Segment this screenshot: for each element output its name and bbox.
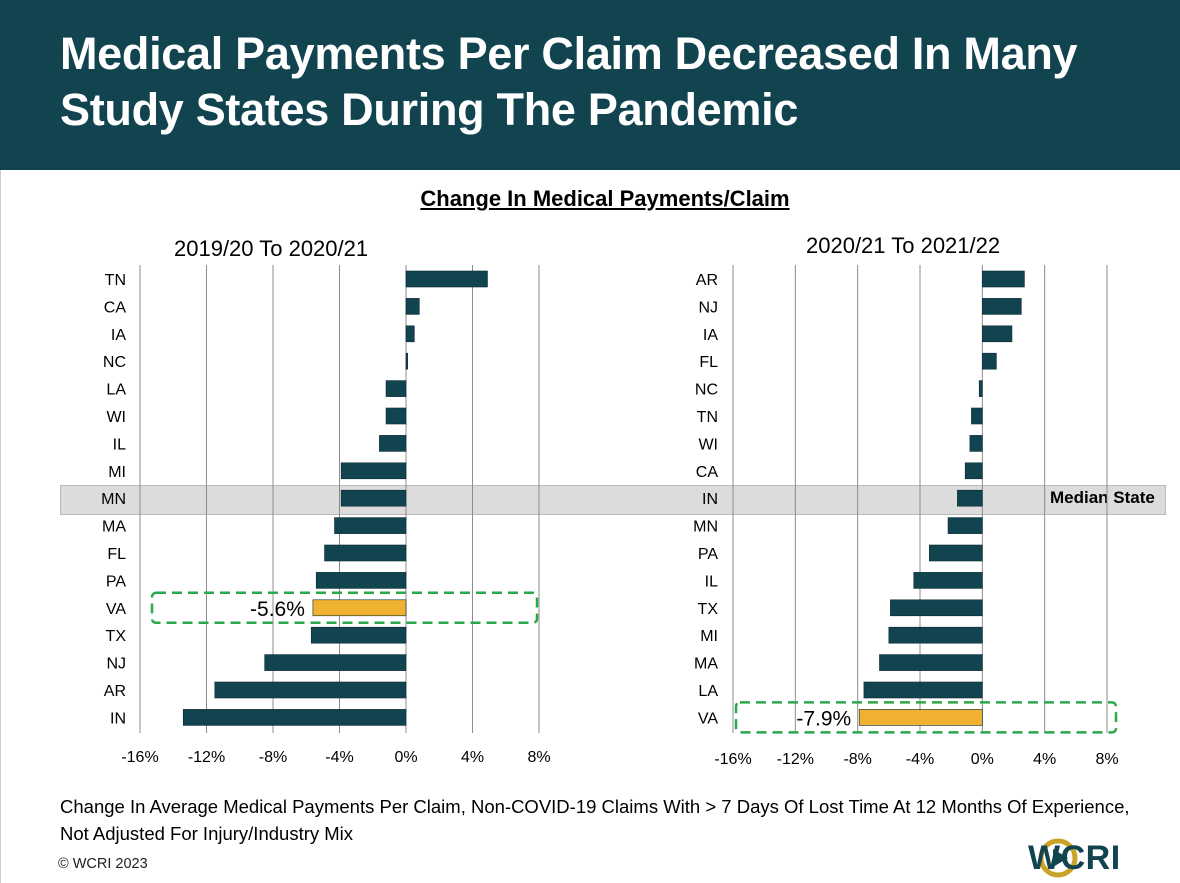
state-label: NJ xyxy=(106,656,126,673)
left-border xyxy=(0,170,1,883)
bar xyxy=(324,544,407,562)
state-label: AR xyxy=(104,683,126,700)
bar xyxy=(982,325,1013,343)
bar xyxy=(214,681,407,699)
state-label: MA xyxy=(694,656,718,673)
median-state-label: Median State xyxy=(1050,488,1155,507)
state-label: FL xyxy=(107,546,126,563)
page-title: Medical Payments Per Claim Decreased In … xyxy=(60,28,1078,135)
state-label: PA xyxy=(698,546,718,563)
x-tick-label: -16% xyxy=(714,751,751,768)
x-tick-label: 4% xyxy=(461,749,484,766)
footnote: Change In Average Medical Payments Per C… xyxy=(60,796,1130,844)
state-label: IA xyxy=(703,327,718,344)
state-label: IN xyxy=(702,491,718,508)
wcri-logo-text: WCRI xyxy=(1028,839,1121,877)
bar xyxy=(182,709,407,726)
bar xyxy=(863,681,983,699)
bar xyxy=(405,325,415,343)
state-label: TN xyxy=(105,272,126,289)
bar xyxy=(947,517,983,534)
bar xyxy=(982,298,1022,315)
state-label: TN xyxy=(697,409,718,426)
state-label: TX xyxy=(106,628,127,645)
bar xyxy=(264,654,407,671)
state-label: IA xyxy=(111,327,126,344)
bar xyxy=(405,298,420,315)
state-label: MI xyxy=(108,464,126,481)
bar xyxy=(315,572,407,589)
x-tick-label: -16% xyxy=(121,749,158,766)
state-label: IL xyxy=(705,573,718,590)
bar xyxy=(405,352,408,370)
highlight-value-label: -7.9% xyxy=(796,707,851,730)
x-tick-label: 8% xyxy=(1095,751,1118,768)
bar xyxy=(888,626,983,644)
state-label: VA xyxy=(698,710,718,727)
state-label: IN xyxy=(110,710,126,727)
state-label: CA xyxy=(104,299,127,316)
copyright: © WCRI 2023 xyxy=(58,856,148,872)
bar xyxy=(340,489,407,507)
bar xyxy=(385,407,407,425)
x-tick-label: -4% xyxy=(906,751,934,768)
bar xyxy=(929,544,983,562)
bar xyxy=(957,489,983,507)
state-label: MA xyxy=(102,519,126,536)
state-label: TX xyxy=(698,601,719,618)
bar xyxy=(310,626,407,644)
x-tick-label: -4% xyxy=(325,749,353,766)
bar xyxy=(890,599,983,617)
bar xyxy=(964,462,983,480)
bar xyxy=(969,435,983,452)
x-tick-label: -12% xyxy=(188,749,225,766)
chart-title: Change In Medical Payments/Claim xyxy=(420,186,790,211)
state-label: WI xyxy=(698,436,718,453)
bar xyxy=(879,654,983,671)
state-label: NC xyxy=(103,354,126,371)
bar xyxy=(340,462,407,480)
highlight-callout-box xyxy=(734,701,1118,734)
state-label: CA xyxy=(696,464,719,481)
left-panel-title: 2019/20 To 2020/21 xyxy=(174,236,369,261)
bar xyxy=(334,517,407,534)
state-label: MI xyxy=(700,628,718,645)
state-label: MN xyxy=(693,519,718,536)
x-tick-label: -8% xyxy=(259,749,287,766)
bar xyxy=(405,270,488,288)
right-panel-title: 2020/21 To 2021/22 xyxy=(806,233,1001,258)
state-label: MN xyxy=(101,491,126,508)
state-label: WI xyxy=(106,409,126,426)
state-label: LA xyxy=(106,382,126,399)
state-label: IL xyxy=(113,436,126,453)
x-tick-label: 8% xyxy=(527,749,550,766)
state-label: VA xyxy=(106,601,126,618)
bar xyxy=(385,380,407,397)
state-label: NC xyxy=(695,382,718,399)
highlight-bar xyxy=(858,709,983,726)
state-label: PA xyxy=(106,573,126,590)
bar xyxy=(913,572,983,589)
x-tick-label: 4% xyxy=(1033,751,1056,768)
highlight-bar xyxy=(312,599,407,617)
state-label: NJ xyxy=(698,299,718,316)
x-tick-label: -12% xyxy=(777,751,814,768)
state-label: LA xyxy=(698,683,718,700)
state-label: AR xyxy=(696,272,718,289)
highlight-callout-box xyxy=(150,591,539,625)
x-tick-label: -8% xyxy=(843,751,871,768)
bar xyxy=(971,407,983,425)
bar xyxy=(379,435,407,452)
bar xyxy=(982,352,997,370)
highlight-value-label: -5.6% xyxy=(250,598,305,621)
x-tick-label: 0% xyxy=(394,749,417,766)
title-banner: Medical Payments Per Claim Decreased In … xyxy=(0,0,1180,170)
bar xyxy=(978,380,983,397)
wcri-logo-icon xyxy=(1038,838,1078,878)
state-label: FL xyxy=(699,354,718,371)
bar xyxy=(982,270,1025,288)
x-tick-label: 0% xyxy=(971,751,994,768)
